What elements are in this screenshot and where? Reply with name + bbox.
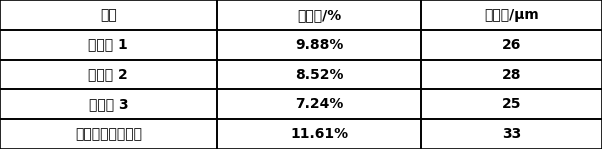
Bar [421,0,602,30]
Bar [0,0,217,30]
Bar [421,60,602,89]
Text: 11.61%: 11.61% [290,127,348,141]
Bar [0,119,217,149]
Text: 8.52%: 8.52% [295,67,343,82]
Text: 常规硅铝包膜产品: 常规硅铝包膜产品 [75,127,142,141]
Bar [217,0,421,30]
Bar [0,60,217,89]
Text: 样品: 样品 [100,8,117,22]
Text: 25: 25 [502,97,521,111]
Bar [217,89,421,119]
Text: 33: 33 [502,127,521,141]
Text: 实施例 1: 实施例 1 [88,38,128,52]
Bar [217,119,421,149]
Text: 26: 26 [502,38,521,52]
Text: 9.88%: 9.88% [295,38,343,52]
Text: 酸溶率/%: 酸溶率/% [297,8,341,22]
Text: 28: 28 [502,67,521,82]
Bar [421,30,602,60]
Bar [217,30,421,60]
Text: 实施例 2: 实施例 2 [88,67,128,82]
Text: 分散性/μm: 分散性/μm [485,8,539,22]
Bar [217,60,421,89]
Bar [421,119,602,149]
Bar [0,30,217,60]
Text: 实施例 3: 实施例 3 [88,97,128,111]
Text: 7.24%: 7.24% [295,97,343,111]
Bar [421,89,602,119]
Bar [0,89,217,119]
